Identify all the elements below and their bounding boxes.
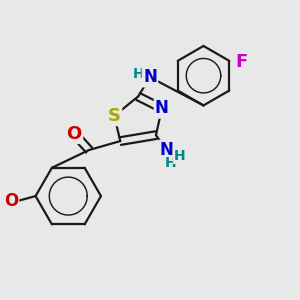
Text: H: H [165, 156, 177, 170]
Text: N: N [155, 99, 169, 117]
Text: O: O [67, 125, 82, 143]
Text: O: O [4, 191, 18, 209]
Text: H: H [133, 67, 145, 81]
Text: N: N [159, 141, 173, 159]
Text: N: N [143, 68, 157, 86]
Text: H: H [174, 149, 185, 163]
Text: S: S [108, 107, 121, 125]
Text: F: F [236, 53, 248, 71]
